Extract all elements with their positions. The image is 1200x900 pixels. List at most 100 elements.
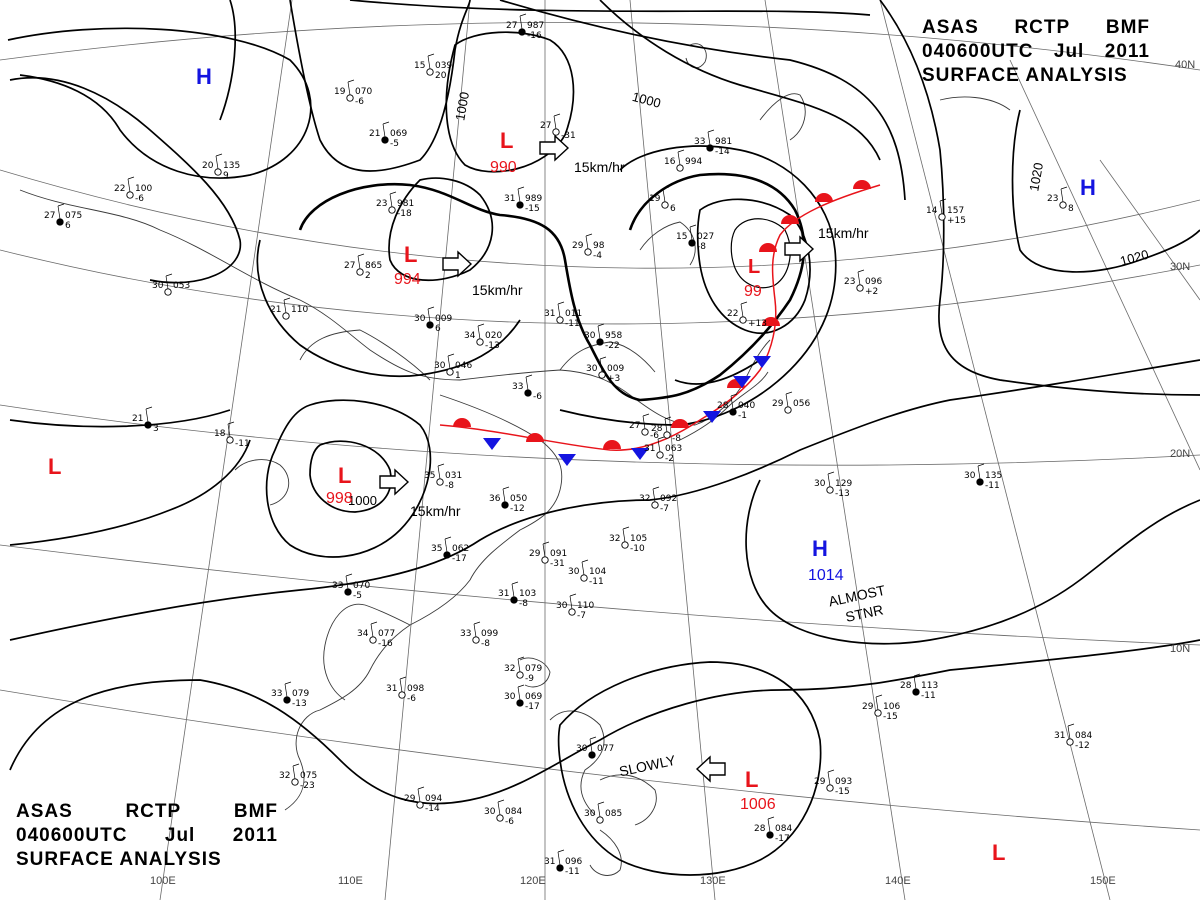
station-circle [641, 428, 649, 436]
station-pressure: 106 [883, 702, 900, 712]
wind-barb [599, 356, 607, 373]
isobar [730, 218, 791, 289]
isobar [696, 198, 811, 334]
wind-barb [642, 413, 650, 430]
wind-barb [473, 621, 481, 638]
station-plot: 36 050-12 [489, 486, 527, 514]
wind-barb [677, 149, 685, 166]
station-tendency: -8 [481, 639, 490, 649]
station-circle [826, 784, 834, 792]
station-circle [541, 556, 549, 564]
station-plot: 33 079-13 [271, 681, 309, 709]
isobar [559, 145, 837, 426]
station-temp: 30 [584, 331, 596, 341]
wind-barb [511, 581, 519, 598]
wind-barb [519, 13, 527, 30]
isobar [256, 239, 521, 378]
station-temp: 29 [529, 549, 541, 559]
station-circle [356, 268, 364, 276]
station-pressure: 103 [519, 589, 536, 599]
low-center: L [748, 256, 760, 278]
station-circle [596, 338, 604, 346]
station-circle [588, 751, 596, 759]
station-pressure: 129 [835, 479, 852, 489]
graticule-labels: 110E 120E 130E 140E 150E 100E 30N 20N 10… [150, 59, 1195, 887]
motion-arrow [442, 250, 473, 278]
wind-barb [382, 121, 390, 138]
header-month: Jul [1053, 41, 1085, 62]
station-plot: 28 113-11 [900, 673, 938, 701]
motion-arrow [695, 755, 726, 783]
wind-barb [657, 436, 665, 453]
station-pressure: 079 [525, 664, 542, 674]
isobar [9, 76, 242, 284]
station-plot: 34 020-13 [464, 323, 502, 351]
station-temp: 34 [464, 331, 476, 341]
station-tendency: 6 [670, 204, 676, 214]
station-tendency: -6 [533, 392, 542, 402]
low-center: L [500, 128, 513, 153]
wind-barb [740, 301, 748, 318]
station-temp: 33 [271, 689, 282, 699]
header-time: 040600UTC [922, 41, 1034, 62]
station-temp: 28 [754, 824, 766, 834]
high-center: H [196, 64, 212, 89]
station-circle [518, 28, 526, 36]
wind-barb [827, 769, 835, 786]
station-temp: 15 [676, 232, 687, 242]
station-pressure: 039 [435, 61, 452, 71]
station-circle [443, 551, 451, 559]
isobar [1011, 109, 1200, 273]
wind-barb [589, 736, 597, 753]
station-circle [381, 136, 389, 144]
station-pressure: 099 [481, 629, 498, 639]
station-pressure: 053 [173, 281, 190, 291]
footer-time: 040600UTC [16, 825, 128, 846]
warm-front-semicircle [671, 419, 689, 428]
warm-front-semicircle [603, 440, 621, 449]
lon-label: 140E [885, 875, 911, 887]
station-temp: 18 [214, 429, 226, 439]
station-tendency: -8 [519, 599, 528, 609]
station-plot: 27 -6 [629, 413, 659, 441]
station-temp: 19 [649, 194, 661, 204]
wind-barb [689, 224, 697, 241]
station-temp: 27 [629, 421, 640, 431]
station-pressure: 009 [607, 364, 624, 374]
isobar [599, 0, 881, 161]
station-pressure: 093 [835, 777, 852, 787]
station-tendency: -12 [510, 504, 525, 514]
station-temp: 28 [717, 401, 729, 411]
station-pressure: 994 [685, 157, 702, 167]
station-tendency: +13 [748, 319, 767, 329]
station-circle [126, 191, 134, 199]
station-temp: 21 [369, 129, 380, 139]
isobar [9, 439, 251, 546]
wind-barb [913, 673, 921, 690]
lat-label: 30N [1170, 261, 1190, 273]
station-tendency: -7 [577, 611, 586, 621]
speed-label: 15km/hr [574, 159, 625, 175]
station-temp: 31 [498, 589, 509, 599]
station-pressure: 050 [510, 494, 527, 504]
station-pressure: 077 [597, 744, 614, 754]
footer-source: ASAS [16, 801, 73, 822]
wind-barb [581, 559, 589, 576]
warm-front-semicircle [781, 215, 799, 224]
isobar-label: 1020 [1118, 247, 1150, 269]
station-pressure: 135 [223, 161, 240, 171]
isobar [499, 0, 906, 201]
station-pressure: 989 [525, 194, 542, 204]
isobar [9, 639, 1200, 805]
wind-barb [664, 416, 672, 433]
station-circle [976, 478, 984, 486]
station-temp: 31 [544, 857, 555, 867]
station-temp: 30 [414, 314, 426, 324]
wind-barb [785, 391, 793, 408]
station-pressure: 113 [921, 681, 938, 691]
station-temp: 30 [964, 471, 976, 481]
isobar-label: 1000 [452, 91, 472, 122]
station-temp: 29 [862, 702, 874, 712]
isobar [219, 0, 237, 121]
